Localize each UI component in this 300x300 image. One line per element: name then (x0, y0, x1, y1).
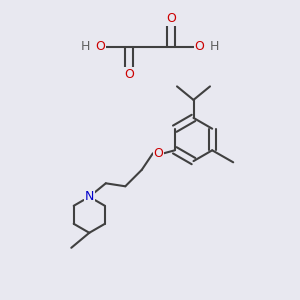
Text: H: H (81, 40, 91, 53)
Text: O: O (153, 147, 163, 160)
Text: O: O (195, 40, 204, 53)
Text: O: O (96, 40, 105, 53)
Text: H: H (209, 40, 219, 53)
Text: N: N (85, 190, 94, 203)
Text: O: O (124, 68, 134, 81)
Text: O: O (166, 12, 176, 25)
